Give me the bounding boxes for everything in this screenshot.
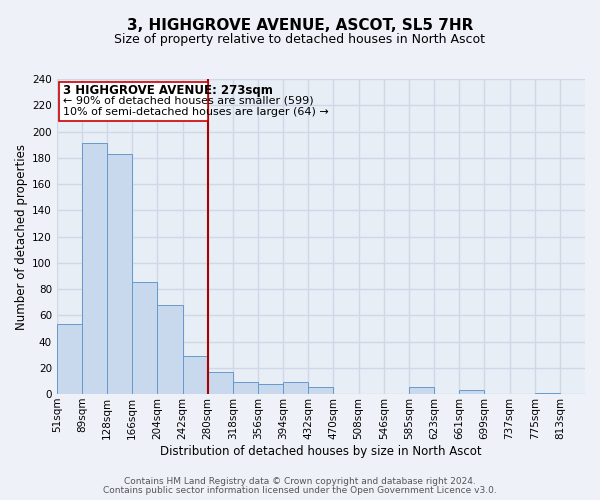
Bar — [233, 382, 258, 394]
Text: Contains public sector information licensed under the Open Government Licence v3: Contains public sector information licen… — [103, 486, 497, 495]
Y-axis label: Number of detached properties: Number of detached properties — [15, 144, 28, 330]
Text: Size of property relative to detached houses in North Ascot: Size of property relative to detached ho… — [115, 32, 485, 46]
Bar — [182, 356, 208, 394]
FancyBboxPatch shape — [59, 82, 208, 121]
X-axis label: Distribution of detached houses by size in North Ascot: Distribution of detached houses by size … — [160, 444, 482, 458]
Bar — [132, 282, 157, 394]
Bar — [157, 305, 182, 394]
Text: ← 90% of detached houses are smaller (599): ← 90% of detached houses are smaller (59… — [63, 96, 314, 106]
Text: 10% of semi-detached houses are larger (64) →: 10% of semi-detached houses are larger (… — [63, 107, 329, 117]
Bar — [258, 384, 283, 394]
Bar — [57, 324, 82, 394]
Text: 3 HIGHGROVE AVENUE: 273sqm: 3 HIGHGROVE AVENUE: 273sqm — [63, 84, 273, 96]
Bar — [409, 388, 434, 394]
Bar — [208, 372, 233, 394]
Bar — [308, 388, 334, 394]
Bar — [82, 144, 107, 394]
Text: Contains HM Land Registry data © Crown copyright and database right 2024.: Contains HM Land Registry data © Crown c… — [124, 477, 476, 486]
Bar — [535, 392, 560, 394]
Bar — [459, 390, 484, 394]
Bar — [283, 382, 308, 394]
Bar — [107, 154, 132, 394]
Text: 3, HIGHGROVE AVENUE, ASCOT, SL5 7HR: 3, HIGHGROVE AVENUE, ASCOT, SL5 7HR — [127, 18, 473, 32]
